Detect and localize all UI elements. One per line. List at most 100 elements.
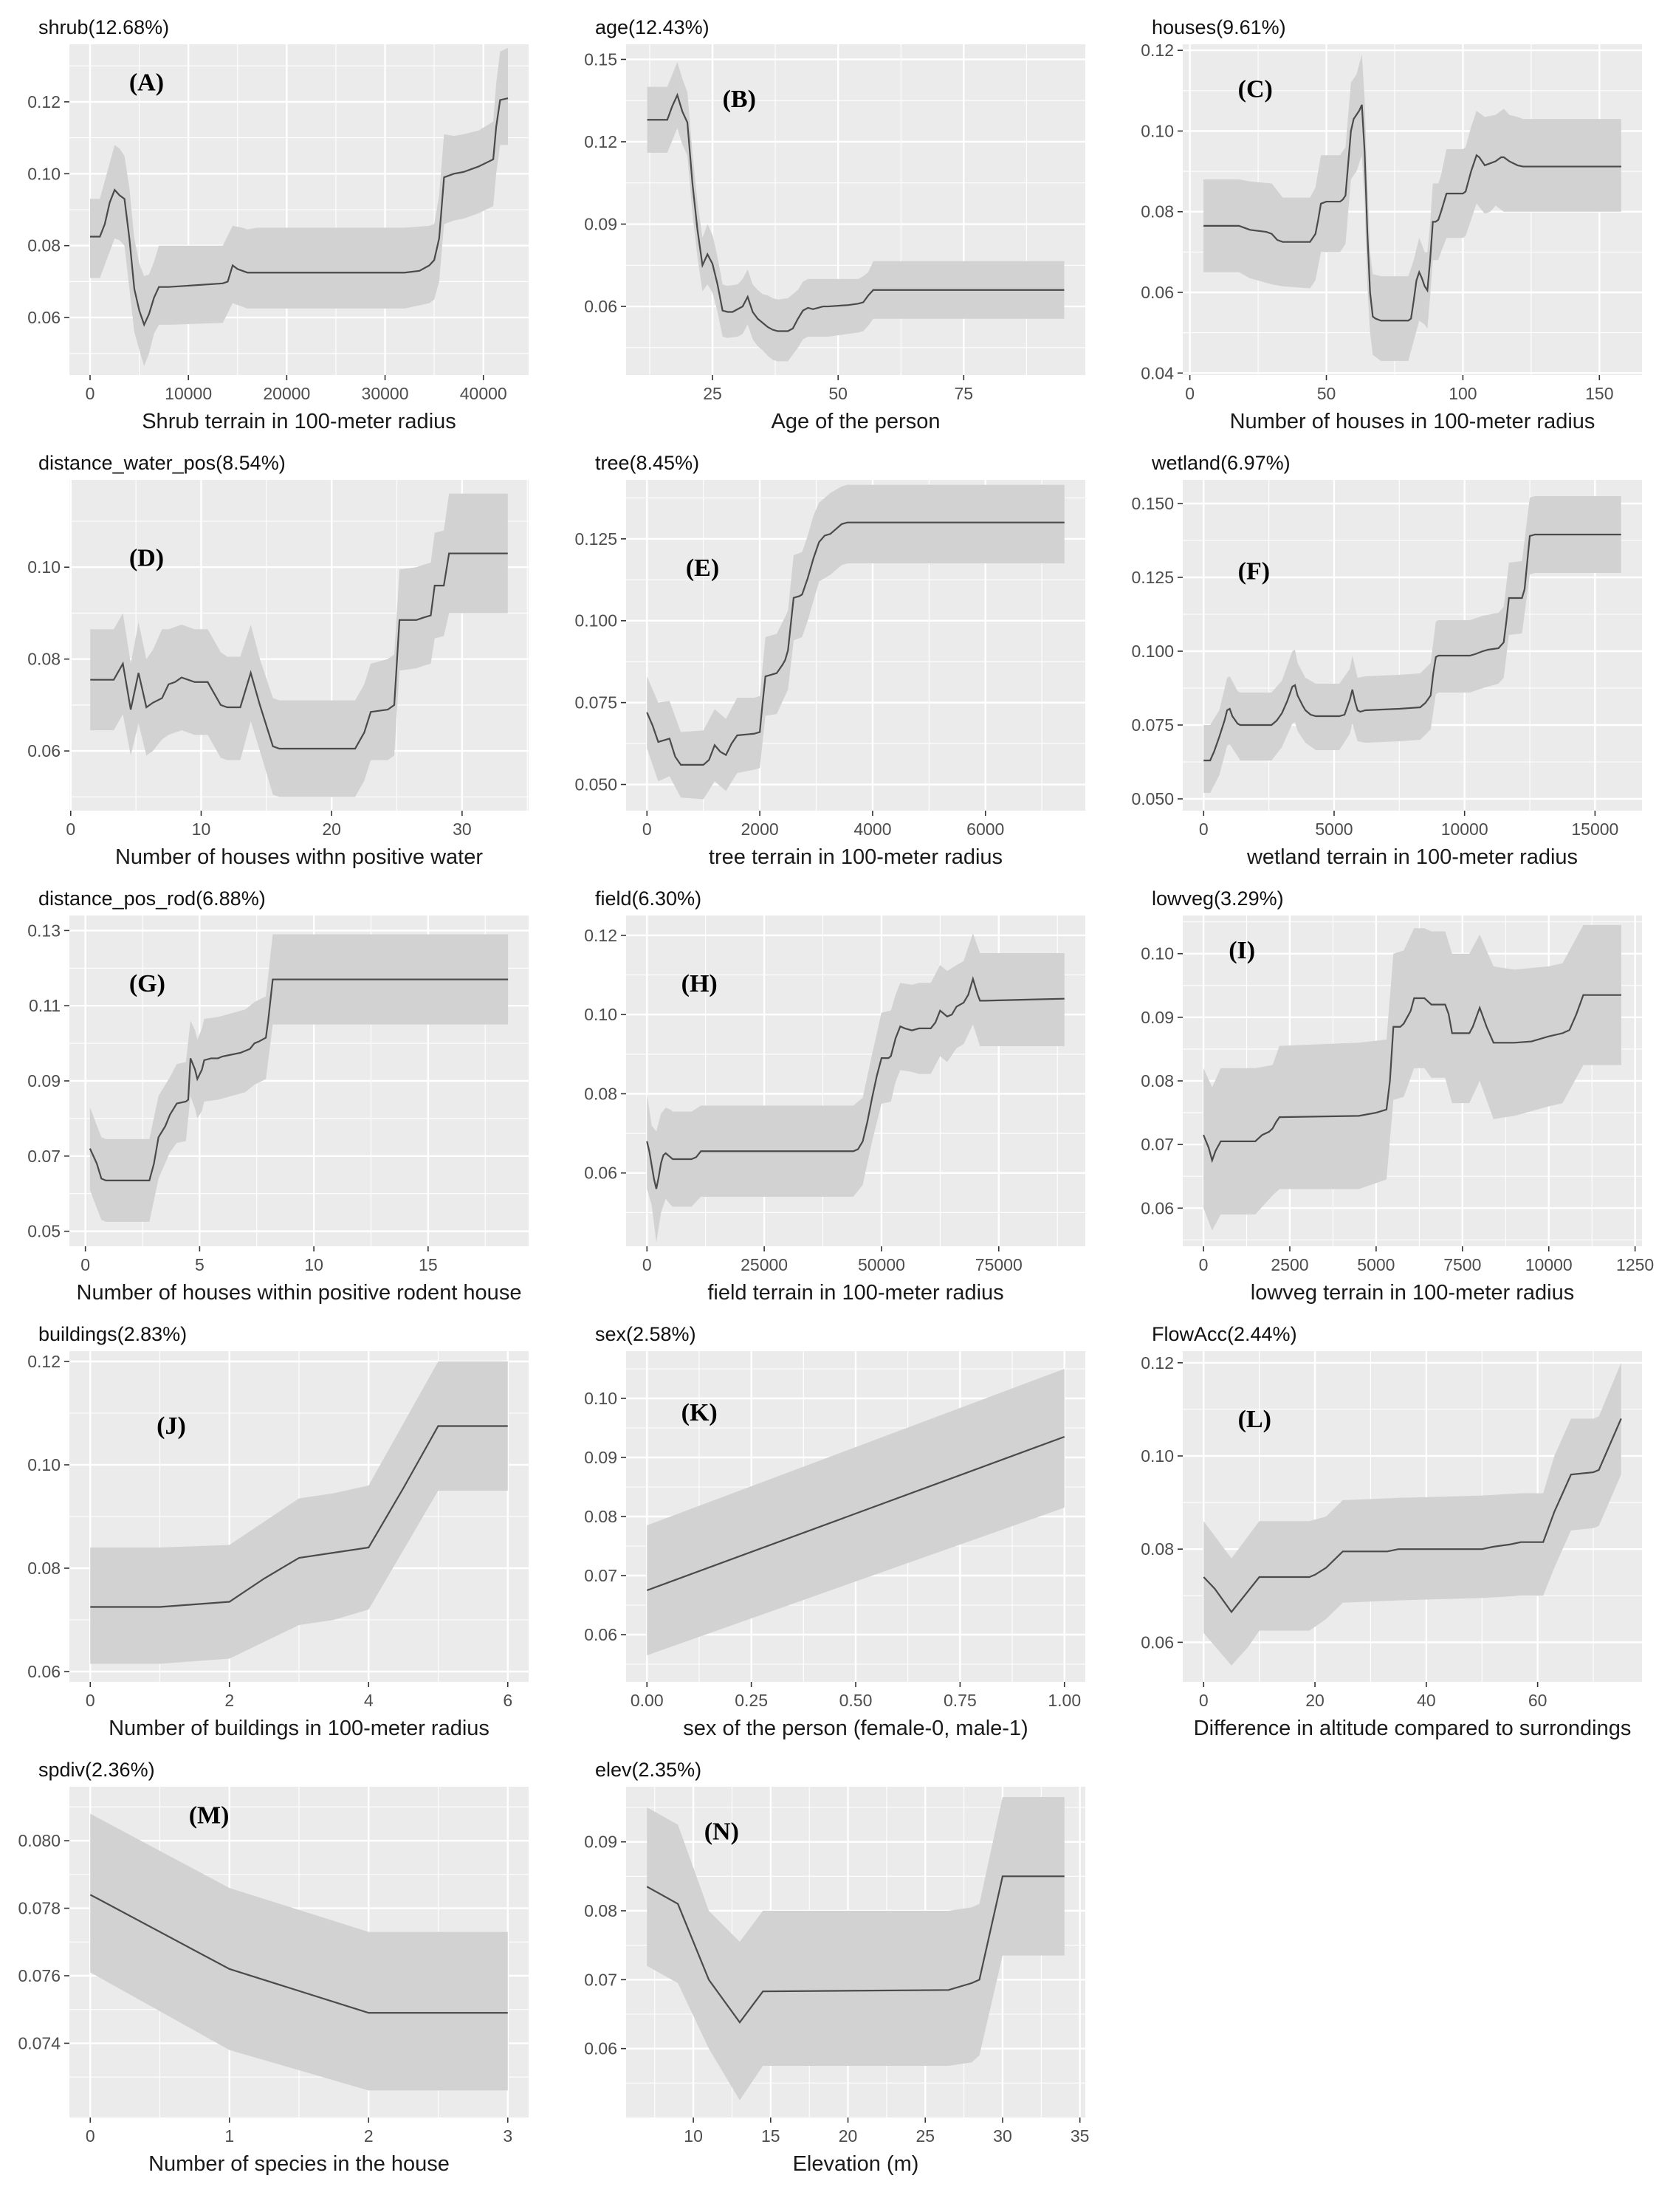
y-tick-label: 0.06 xyxy=(27,741,61,760)
x-tick-label: 40000 xyxy=(460,384,507,403)
y-tick-label: 0.06 xyxy=(584,1164,617,1183)
x-tick-label: 2500 xyxy=(1271,1255,1308,1274)
y-tick-label: 0.100 xyxy=(574,611,617,631)
x-tick-label: 6 xyxy=(503,1691,512,1710)
y-tick-label: 0.06 xyxy=(1141,1632,1174,1652)
charts-grid: shrub(12.68%) 0 10000 20000 30000 40000 0.06 0… xyxy=(1,10,1673,2188)
y-tick-label: 0.080 xyxy=(18,1831,61,1850)
x-tick-label: 1.00 xyxy=(1048,1691,1081,1710)
y-tick-label: 0.10 xyxy=(27,164,61,183)
x-tick-label: 100 xyxy=(1449,384,1477,403)
y-tick-label: 0.10 xyxy=(584,1389,617,1408)
x-tick-label: 50000 xyxy=(858,1255,905,1274)
panel-letter: (A) xyxy=(129,69,164,97)
x-axis-label: field terrain in 100-meter radius xyxy=(707,1281,1003,1305)
y-tick-label: 0.076 xyxy=(18,1966,61,1985)
confidence-band xyxy=(90,1813,508,2091)
pdp-line xyxy=(646,521,1065,766)
x-tick-label: 30 xyxy=(453,820,472,839)
x-tick-label: 15000 xyxy=(1571,820,1618,839)
y-tick-label: 0.11 xyxy=(29,996,61,1015)
chart-cell: age(12.43%) 25 50 75 0.06 0.09 0.12 0.15 Age of… xyxy=(558,10,1115,446)
panel-letter: (C) xyxy=(1238,76,1273,103)
x-tick-label: 50 xyxy=(1317,384,1336,403)
x-tick-label: 0 xyxy=(86,2126,95,2146)
confidence-band xyxy=(1203,54,1621,361)
x-axis-label: Elevation (m) xyxy=(793,2152,919,2176)
chart-svg: 0 10 20 30 0.06 0.08 0.10 Number of houses with… xyxy=(27,480,529,869)
pdp-line xyxy=(646,975,1065,1189)
panel-letter: (B) xyxy=(723,86,756,113)
x-tick-label: 35 xyxy=(1071,2126,1090,2146)
x-tick-label: 10000 xyxy=(1441,820,1488,839)
y-tick-label: 0.06 xyxy=(1141,283,1174,302)
confidence-band xyxy=(1203,1362,1621,1666)
y-tick-label: 0.10 xyxy=(1141,1446,1174,1466)
confidence-band xyxy=(1203,496,1621,793)
y-tick-label: 0.078 xyxy=(18,1899,61,1918)
chart-title: wetland(6.97%) xyxy=(1152,452,1291,474)
y-tick-label: 0.09 xyxy=(1141,1008,1174,1027)
panel-letter: (F) xyxy=(1238,557,1270,585)
pdp-line xyxy=(1203,1418,1622,1614)
x-tick-label: 10 xyxy=(192,820,211,839)
y-tick-label: 0.07 xyxy=(584,1566,617,1585)
x-axis-label: Number of houses in 100-meter radius xyxy=(1230,410,1595,433)
pdp-line xyxy=(647,92,1065,332)
y-tick-label: 0.050 xyxy=(574,775,617,794)
chart-svg: 0 25000 50000 75000 0.06 0.08 0.10 0.12 field te… xyxy=(584,916,1085,1305)
x-tick-label: 40 xyxy=(1417,1691,1436,1710)
y-tick-label: 0.12 xyxy=(1141,41,1174,60)
chart-svg: 0 2000 4000 6000 0.050 0.075 0.100 0.125 tree te… xyxy=(574,480,1085,869)
x-tick-label: 2 xyxy=(224,1691,234,1710)
x-tick-label: 0 xyxy=(66,820,75,839)
x-tick-label: 5000 xyxy=(1357,1255,1395,1274)
confidence-band xyxy=(90,1361,508,1664)
x-tick-label: 75000 xyxy=(975,1255,1023,1274)
panel-letter: (N) xyxy=(704,1818,739,1846)
y-tick-label: 0.10 xyxy=(584,1005,617,1024)
y-tick-label: 0.09 xyxy=(584,215,617,234)
y-tick-label: 0.06 xyxy=(27,308,61,327)
x-tick-label: 0 xyxy=(1199,1691,1209,1710)
x-tick-label: 15 xyxy=(419,1255,438,1274)
y-tick-label: 0.10 xyxy=(1141,944,1174,964)
x-tick-label: 5 xyxy=(195,1255,205,1274)
confidence-band xyxy=(647,484,1065,800)
chart-cell: tree(8.45%) 0 2000 4000 6000 0.050 0.075 0.100… xyxy=(558,446,1115,882)
pdp-line xyxy=(89,978,509,1182)
chart-cell: lowveg(3.29%) 0 2500 5000 7500 10000 1250 0.06… xyxy=(1115,882,1672,1317)
y-tick-label: 0.074 xyxy=(18,2033,61,2053)
panel-letter: (H) xyxy=(681,970,718,997)
x-axis-label: lowveg terrain in 100-meter radius xyxy=(1251,1281,1574,1305)
confidence-band xyxy=(647,1369,1065,1655)
chart-cell: distance_pos_rod(6.88%) 0 5 10 15 0.05 0.07 0.… xyxy=(1,882,558,1317)
y-tick-label: 0.06 xyxy=(584,1625,617,1644)
x-tick-label: 30 xyxy=(993,2126,1012,2146)
panel-letter: (M) xyxy=(189,1801,230,1829)
y-tick-label: 0.08 xyxy=(27,650,61,669)
chart-title: buildings(2.83%) xyxy=(38,1323,188,1345)
confidence-band xyxy=(647,933,1065,1243)
x-tick-label: 0 xyxy=(642,1255,652,1274)
y-tick-label: 0.12 xyxy=(27,1352,61,1371)
y-tick-label: 0.08 xyxy=(27,236,61,255)
pdp-line xyxy=(1203,533,1621,762)
pdp-line xyxy=(646,1435,1065,1592)
y-tick-label: 0.08 xyxy=(1141,1539,1174,1559)
confidence-band xyxy=(90,493,508,797)
y-tick-label: 0.150 xyxy=(1131,494,1174,513)
y-tick-label: 0.08 xyxy=(584,1507,617,1526)
y-tick-label: 0.125 xyxy=(1131,568,1174,587)
y-tick-label: 0.08 xyxy=(1141,1071,1174,1090)
chart-title: distance_water_pos(8.54%) xyxy=(38,452,286,474)
x-tick-label: 20 xyxy=(322,820,341,839)
y-tick-label: 0.100 xyxy=(1131,642,1174,661)
y-tick-label: 0.04 xyxy=(1141,363,1174,382)
x-tick-label: 0.50 xyxy=(839,1691,873,1710)
y-tick-label: 0.06 xyxy=(584,2039,617,2058)
pdp-line xyxy=(1203,994,1621,1164)
chart-title: lowveg(3.29%) xyxy=(1152,887,1284,910)
y-tick-label: 0.06 xyxy=(1141,1198,1174,1217)
